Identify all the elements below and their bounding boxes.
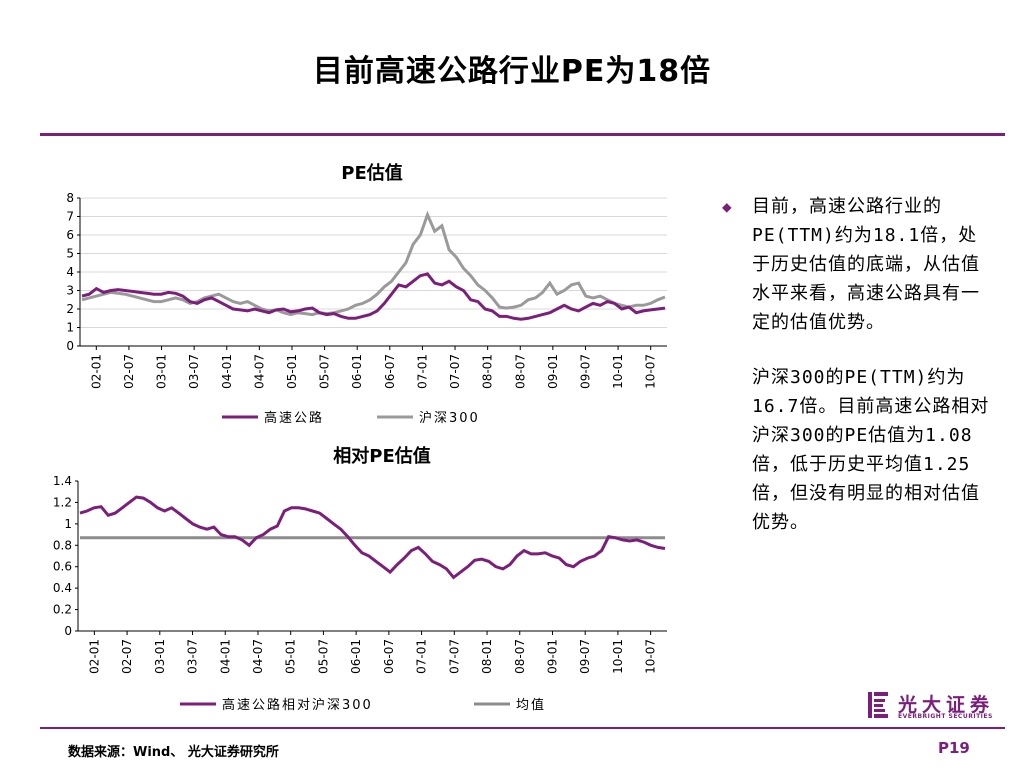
chart1-y-axis: 0 1 2 3 4 5 6 7 8 — [66, 191, 80, 353]
chart1-x-axis: 02-01 02-07 03-01 03-07 04-01 04-07 05-01 05-07… — [89, 346, 658, 389]
company-logo: 光大证券 EVERBRIGHT SECURITIES — [868, 690, 1008, 722]
x-tick-label: 06-01 — [349, 639, 363, 674]
x-tick-label: 02-01 — [87, 639, 101, 674]
x-tick-label: 04-01 — [220, 354, 234, 389]
data-source-note: 数据来源：Wind、 光大证券研究所 — [68, 745, 279, 760]
top-divider — [40, 133, 1005, 136]
y-tick-label: 0.6 — [53, 560, 72, 574]
x-tick-label: 06-01 — [350, 354, 364, 389]
x-tick-label: 03-01 — [155, 354, 169, 389]
x-tick-label: 02-07 — [120, 639, 134, 674]
logo-mark-icon — [868, 692, 888, 718]
y-tick-label: 8 — [66, 191, 74, 205]
x-tick-label: 09-07 — [578, 354, 592, 389]
commentary-item: ◆ 目前，高速公路行业的PE(TTM)约为18.1倍，处于历史估值的底端，从估值… — [722, 192, 990, 337]
x-tick-label: 05-07 — [316, 639, 330, 674]
page-number: P19 — [938, 739, 970, 757]
x-tick-label: 05-01 — [284, 639, 298, 674]
x-tick-label: 07-01 — [415, 639, 429, 674]
y-tick-label: 0.8 — [53, 538, 72, 552]
x-tick-label: 05-07 — [318, 354, 332, 389]
y-tick-label: 4 — [66, 265, 74, 279]
chart1-title: PE估值 — [341, 162, 403, 184]
y-tick-label: 1 — [66, 321, 74, 335]
y-tick-label: 5 — [66, 247, 74, 261]
y-tick-label: 0.4 — [53, 581, 72, 595]
x-tick-label: 04-07 — [252, 354, 266, 389]
x-tick-label: 10-01 — [611, 354, 625, 389]
x-tick-label: 04-01 — [218, 639, 232, 674]
chart2-series-relative-pe — [79, 495, 666, 580]
x-tick-label: 07-07 — [448, 354, 462, 389]
x-tick-label: 09-07 — [578, 639, 592, 674]
chart2-x-axis: 02-01 02-07 03-01 03-07 04-01 04-07 05-01 05-07… — [87, 631, 658, 674]
y-tick-label: 7 — [66, 210, 74, 224]
bottom-divider — [40, 727, 1005, 729]
x-tick-label: 09-01 — [545, 639, 559, 674]
legend-label-highway: 高速公路 — [264, 410, 324, 426]
x-tick-label: 10-07 — [644, 354, 658, 389]
chart1-series-hs300 — [81, 210, 666, 317]
chart1-series-highway — [81, 272, 666, 321]
x-tick-label: 08-07 — [513, 639, 527, 674]
y-tick-label: 0.2 — [53, 603, 72, 617]
legend-label-hs300: 沪深300 — [419, 410, 480, 426]
chart1-legend: 高速公路 沪深300 — [222, 410, 480, 426]
y-tick-label: 6 — [66, 228, 74, 242]
y-tick-label: 2 — [66, 302, 74, 316]
x-tick-label: 03-07 — [186, 639, 200, 674]
legend-label-relative-pe: 高速公路相对沪深300 — [222, 697, 373, 713]
x-tick-label: 08-01 — [480, 639, 494, 674]
commentary-paragraph-1: 目前，高速公路行业的PE(TTM)约为18.1倍，处于历史估值的底端，从估值水平… — [752, 196, 980, 333]
x-tick-label: 10-01 — [611, 639, 625, 674]
x-tick-label: 06-07 — [382, 639, 396, 674]
y-tick-label: 1 — [64, 517, 72, 531]
x-tick-label: 08-07 — [513, 354, 527, 389]
chart1-grid — [80, 197, 667, 328]
x-tick-label: 09-01 — [546, 354, 560, 389]
y-tick-label: 0 — [66, 339, 74, 353]
x-tick-label: 05-01 — [285, 354, 299, 389]
x-tick-label: 07-01 — [415, 354, 429, 389]
y-tick-label: 1.2 — [53, 495, 72, 509]
y-tick-label: 3 — [66, 284, 74, 298]
x-tick-label: 04-07 — [251, 639, 265, 674]
x-tick-label: 03-01 — [153, 639, 167, 674]
chart2-title: 相对PE估值 — [333, 445, 431, 467]
x-tick-label: 06-07 — [383, 354, 397, 389]
x-tick-label: 10-07 — [644, 639, 658, 674]
x-tick-label: 02-01 — [89, 354, 103, 389]
chart2-legend: 高速公路相对沪深300 均值 — [180, 697, 546, 713]
y-tick-label: 1.4 — [53, 474, 72, 488]
x-tick-label: 07-07 — [447, 639, 461, 674]
commentary-paragraph-2: 沪深300的PE(TTM)约为16.7倍。目前高速公路相对沪深300的PE估值为… — [752, 367, 990, 533]
x-tick-label: 02-07 — [122, 354, 136, 389]
y-tick-label: 0 — [64, 624, 72, 638]
commentary-panel: ◆ 目前，高速公路行业的PE(TTM)约为18.1倍，处于历史估值的底端，从估值… — [722, 192, 990, 537]
legend-label-mean: 均值 — [516, 697, 546, 713]
logo-name-en: EVERBRIGHT SECURITIES — [898, 713, 993, 720]
logo-name-cn: 光大证券 — [898, 694, 995, 716]
x-tick-label: 08-01 — [481, 354, 495, 389]
chart2-y-axis: 0 0.2 0.4 0.6 0.8 1 1.2 1.4 — [53, 474, 78, 638]
x-tick-label: 03-07 — [187, 354, 201, 389]
page-title: 目前高速公路行业PE为18倍 — [312, 54, 712, 89]
diamond-bullet-icon: ◆ — [722, 197, 733, 216]
